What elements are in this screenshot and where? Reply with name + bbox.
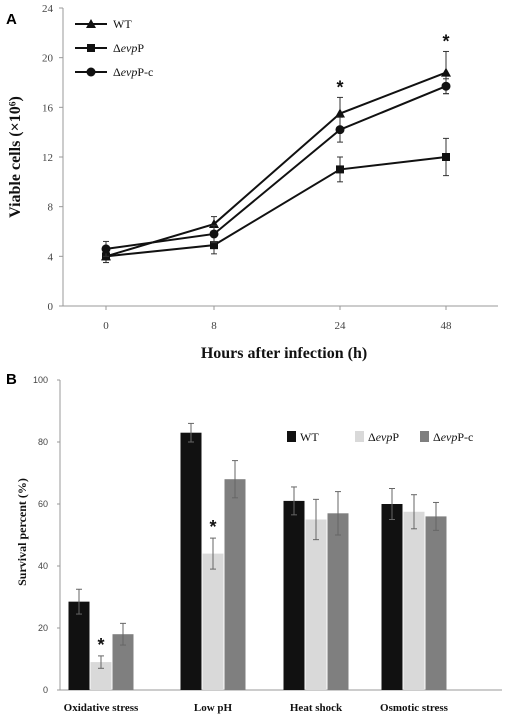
y-tick-label: 20 bbox=[42, 53, 54, 65]
x-tick-label: 24 bbox=[335, 320, 347, 332]
data-point-delta-evpp bbox=[336, 165, 344, 174]
data-point-delta-evpp-c bbox=[335, 125, 345, 135]
y-tick-label: 100 bbox=[33, 375, 48, 385]
bar-delta-evpp-c bbox=[425, 516, 447, 690]
panel-a-y-axis-title: Viable cells (×10⁶) bbox=[7, 96, 24, 218]
category-label: Osmotic stress bbox=[380, 702, 449, 714]
series-line-delta-evpp-c bbox=[105, 85, 447, 250]
bar-wt bbox=[381, 504, 403, 690]
legend-swatch-delta-evpp-c bbox=[420, 431, 429, 442]
panel-a-letter: A bbox=[6, 11, 17, 28]
bar-group-oxidative-stress bbox=[68, 588, 134, 690]
x-tick-label: 0 bbox=[103, 320, 109, 332]
bar-delta-evpp bbox=[202, 553, 224, 690]
bar-group-heat-shock bbox=[283, 486, 349, 690]
data-point-delta-evpp-c bbox=[101, 244, 111, 254]
legend-marker-delta-evpp bbox=[87, 44, 95, 52]
bar-group-osmotic-stress bbox=[381, 488, 447, 690]
data-point-wt bbox=[209, 219, 219, 229]
panel-a-x-axis-title: Hours after infection (h) bbox=[201, 345, 367, 362]
legend-label-delta-evpp-c-part: Δ bbox=[113, 65, 121, 79]
bar-delta-evpp bbox=[305, 519, 327, 690]
panel-b-legend: WT ΔevpP ΔevpP-c bbox=[287, 430, 473, 444]
y-tick-label: 8 bbox=[48, 202, 54, 214]
bar-wt bbox=[180, 432, 202, 690]
y-tick-label: 0 bbox=[48, 301, 54, 313]
panel-b-y-ticks: 0 20 40 60 80 100 bbox=[33, 375, 60, 695]
y-tick-label: 4 bbox=[48, 251, 54, 263]
legend-marker-wt bbox=[86, 19, 96, 28]
category-label: Low pH bbox=[194, 702, 233, 714]
data-point-delta-evpp bbox=[442, 153, 450, 161]
data-point-delta-evpp-c bbox=[209, 229, 219, 239]
panel-b-y-axis-title: Survival percent (%) bbox=[15, 478, 29, 586]
series-wt bbox=[101, 50, 451, 264]
panel-a-x-ticks: 0 8 24 48 bbox=[103, 306, 452, 332]
data-point-delta-evpp bbox=[210, 241, 218, 250]
data-point-wt bbox=[441, 67, 451, 77]
y-tick-label: 80 bbox=[38, 437, 48, 447]
legend-label-delta-evpp: ΔevpP bbox=[368, 430, 399, 444]
legend-label-delta-evpp-c-part: P-c bbox=[457, 430, 473, 444]
legend-label-delta-evpp-part: evp bbox=[121, 41, 138, 55]
significance-star: * bbox=[209, 517, 216, 537]
legend-label-delta-evpp-c-part: evp bbox=[441, 430, 458, 444]
significance-star: * bbox=[97, 635, 104, 655]
y-tick-label: 0 bbox=[43, 685, 48, 695]
bar-delta-evpp-c bbox=[327, 513, 349, 690]
legend-label-delta-evpp-c: ΔevpP-c bbox=[113, 65, 153, 79]
y-tick-label: 20 bbox=[38, 623, 48, 633]
legend-label-delta-evpp-c-part: evp bbox=[121, 65, 138, 79]
panel-a-annotations: ** bbox=[336, 31, 449, 97]
series-line-wt bbox=[105, 71, 447, 258]
legend-swatch-wt bbox=[287, 431, 296, 442]
legend-label-delta-evpp-part: Δ bbox=[368, 430, 376, 444]
legend-label-delta-evpp-c: ΔevpP-c bbox=[433, 430, 473, 444]
bar-delta-evpp bbox=[403, 511, 425, 690]
category-label: Heat shock bbox=[290, 702, 343, 714]
panel-a-y-ticks: 0 4 8 12 16 20 24 bbox=[42, 3, 63, 313]
y-tick-label: 12 bbox=[42, 152, 53, 164]
y-tick-label: 24 bbox=[42, 3, 54, 15]
panel-b-x-ticks: Oxidative stress Low pH Heat shock Osmotic … bbox=[64, 702, 449, 714]
data-point-delta-evpp-c bbox=[441, 81, 451, 91]
legend-label-delta-evpp-c-part: Δ bbox=[433, 430, 441, 444]
bar-delta-evpp bbox=[90, 662, 112, 690]
panel-b-letter: B bbox=[6, 371, 17, 388]
significance-star: * bbox=[442, 31, 449, 51]
significance-star: * bbox=[336, 77, 343, 97]
legend-label-delta-evpp-c-part: P-c bbox=[137, 65, 153, 79]
legend-label-delta-evpp-part: Δ bbox=[113, 41, 121, 55]
series-delta-evpp-c bbox=[101, 78, 451, 257]
y-tick-label: 16 bbox=[42, 102, 54, 114]
y-tick-label: 40 bbox=[38, 561, 48, 571]
data-point-wt bbox=[335, 108, 345, 118]
bar-delta-evpp-c bbox=[224, 479, 246, 690]
legend-swatch-delta-evpp bbox=[355, 431, 364, 442]
y-tick-label: 60 bbox=[38, 499, 48, 509]
bar-wt bbox=[283, 500, 305, 690]
panel-b-annotations: ** bbox=[97, 517, 216, 655]
legend-label-wt: WT bbox=[300, 430, 319, 444]
category-label: Oxidative stress bbox=[64, 702, 139, 714]
bar-delta-evpp-c bbox=[112, 634, 134, 690]
legend-label-delta-evpp-part: P bbox=[392, 430, 399, 444]
legend-label-delta-evpp: ΔevpP bbox=[113, 41, 144, 55]
panel-b: B 0 20 40 60 80 100 Oxidative stress Low pH Hea… bbox=[6, 371, 502, 714]
legend-label-wt: WT bbox=[113, 17, 132, 31]
bar-wt bbox=[68, 601, 90, 690]
bar-group-low-ph bbox=[180, 422, 246, 690]
series-delta-evpp bbox=[102, 137, 450, 264]
panel-b-bars bbox=[68, 422, 447, 690]
series-line-delta-evpp bbox=[105, 156, 447, 258]
legend-label-delta-evpp-part: P bbox=[137, 41, 144, 55]
x-tick-label: 48 bbox=[441, 320, 453, 332]
panel-a-series bbox=[101, 50, 451, 264]
x-tick-label: 8 bbox=[211, 320, 217, 332]
legend-label-delta-evpp-part: evp bbox=[376, 430, 393, 444]
legend-marker-delta-evpp-c bbox=[86, 67, 96, 77]
